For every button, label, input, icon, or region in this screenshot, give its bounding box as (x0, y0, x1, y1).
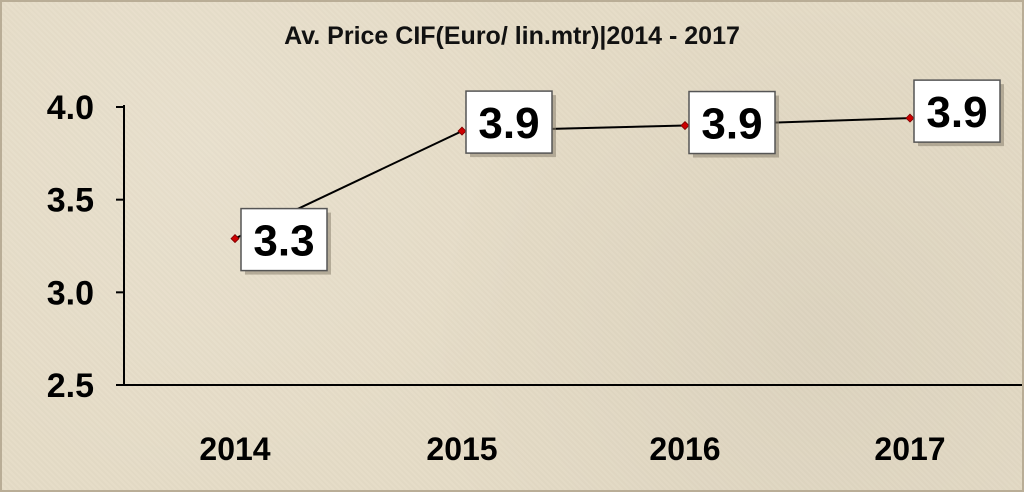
data-label-text: 3.9 (926, 88, 987, 137)
data-labels: 3.3 3.9 3.9 3.9 (240, 79, 1004, 275)
data-point (905, 113, 915, 123)
x-tick-label: 2017 (874, 431, 945, 467)
data-label: 3.9 (688, 90, 779, 158)
x-axis-ticks: 2014 2015 2016 2017 (199, 431, 945, 467)
data-label-text: 3.9 (701, 100, 762, 149)
data-label-box (688, 90, 776, 155)
data-label-text: 3.9 (478, 99, 539, 148)
x-tick-label: 2015 (426, 431, 497, 467)
data-label-text: 3.3 (253, 217, 314, 266)
series-group (230, 113, 915, 244)
data-point (230, 234, 240, 244)
axes (123, 105, 1022, 386)
data-point (680, 120, 690, 131)
data-label-box (913, 79, 1001, 143)
y-tick-label: 2.5 (47, 367, 94, 405)
data-label: 3.3 (240, 207, 331, 275)
data-label: 3.9 (913, 79, 1004, 147)
y-axis-ticks: 4.0 3.5 3.0 2.5 (47, 89, 124, 405)
data-label-box (240, 207, 328, 272)
y-tick-label: 3.0 (47, 274, 94, 312)
data-point (457, 126, 467, 136)
y-tick-label: 4.0 (47, 89, 94, 127)
y-tick-label: 3.5 (47, 182, 94, 220)
series-line (234, 117, 911, 240)
data-label-box (465, 90, 553, 154)
chart-title: Av. Price CIF(Euro/ lin.mtr)|2014 - 2017 (284, 22, 740, 50)
data-label: 3.9 (465, 90, 556, 158)
x-tick-label: 2014 (199, 431, 270, 467)
x-tick-label: 2016 (649, 431, 720, 467)
